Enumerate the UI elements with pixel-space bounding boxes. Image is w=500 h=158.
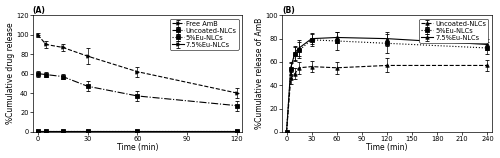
X-axis label: Time (min): Time (min) <box>116 143 158 152</box>
Y-axis label: %Cumulative drug release: %Cumulative drug release <box>6 23 15 124</box>
Legend: Uncoated-NLCs, 5%Eu-NLCs, 7.5%Eu-NLCs: Uncoated-NLCs, 5%Eu-NLCs, 7.5%Eu-NLCs <box>420 19 488 43</box>
Y-axis label: %Cumulative release of AmB: %Cumulative release of AmB <box>255 18 264 129</box>
Legend: Free AmB, Uncoated-NLCs, 5%Eu-NLCs, 7.5%Eu-NLCs: Free AmB, Uncoated-NLCs, 5%Eu-NLCs, 7.5%… <box>170 19 238 50</box>
Text: (A): (A) <box>32 6 46 15</box>
Text: (B): (B) <box>282 6 295 15</box>
X-axis label: Time (min): Time (min) <box>366 143 408 152</box>
